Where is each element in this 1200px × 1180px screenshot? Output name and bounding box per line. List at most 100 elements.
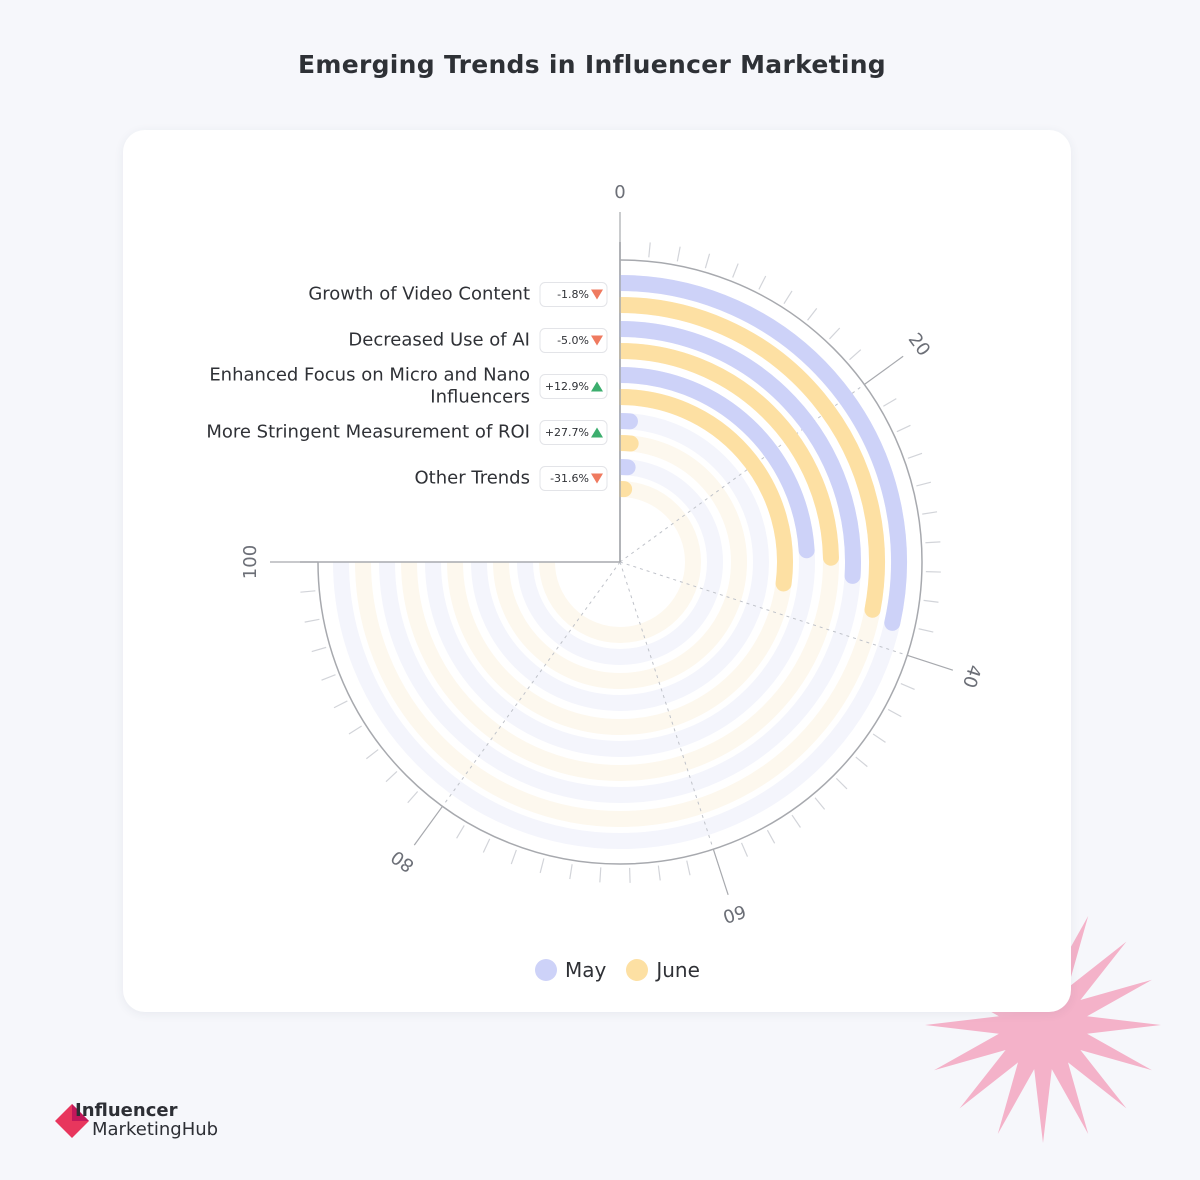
axis-tick-label-0: 0	[614, 182, 625, 203]
bar-start-mask	[608, 258, 619, 518]
minor-tick	[365, 749, 379, 760]
minor-tick	[766, 829, 776, 844]
change-badge-2: +12.9%	[539, 374, 608, 399]
outer-axis-arc	[317, 259, 923, 865]
gridline-20	[619, 385, 863, 563]
minor-tick	[855, 756, 868, 768]
change-badge-bg	[539, 282, 608, 307]
minor-tick	[896, 424, 911, 433]
major-tick-80	[413, 805, 443, 846]
chart-title: Emerging Trends in Influencer Marketing	[297, 50, 887, 79]
minor-tick	[758, 275, 767, 290]
legend-swatch-may	[535, 959, 557, 981]
axis-tick-label-100: 100	[240, 545, 261, 579]
category-label-4: Other Trends	[415, 468, 530, 489]
bar-june-2	[612, 389, 793, 592]
arrow-up-icon	[591, 381, 603, 392]
minor-tick	[791, 814, 801, 828]
minor-tick	[923, 599, 939, 603]
change-badge-text: +12.9%	[545, 380, 589, 393]
track-may-3	[471, 413, 769, 711]
category-label-3: More Stringent Measurement of ROI	[206, 422, 530, 443]
legend-item-june[interactable]: June	[626, 958, 700, 982]
minor-tick	[900, 682, 915, 691]
bar-may-0	[612, 275, 907, 631]
minor-tick	[887, 708, 902, 718]
legend-label-may: May	[565, 958, 607, 982]
logo-text-marketinghub: MarketingHub	[92, 1119, 219, 1140]
minor-tick	[385, 771, 398, 783]
minor-tick	[740, 842, 749, 857]
change-badge-text: -31.6%	[550, 472, 589, 485]
change-badge-bg	[539, 420, 608, 445]
minor-tick	[883, 398, 897, 407]
radial-bar-chart: 0 20 40 60 80 100 Growth of Video Content -1.8%…	[206, 182, 985, 927]
minor-tick	[676, 246, 681, 262]
influencer-marketinghub-logo: Influencer MarketingHub	[55, 1100, 235, 1144]
category-label-0: Growth of Video Content	[308, 284, 530, 305]
minor-tick	[510, 849, 517, 865]
gridline-40	[619, 561, 906, 656]
track-june-4	[539, 481, 701, 643]
minor-tick	[783, 290, 793, 304]
track-may-4	[517, 459, 723, 665]
change-badge-3: +27.7%	[539, 420, 608, 445]
category-label-2: Influencers	[430, 387, 530, 408]
minor-tick	[829, 327, 841, 340]
minor-tick	[918, 628, 934, 633]
minor-tick	[916, 481, 932, 487]
minor-tick	[686, 860, 691, 876]
major-tick-60	[712, 849, 729, 896]
major-tick-20	[863, 355, 904, 385]
change-badge-bg	[539, 328, 608, 353]
axis-tick-label-40: 40	[958, 662, 985, 690]
minor-tick	[333, 700, 348, 709]
axis-tick-label-60: 60	[720, 900, 748, 927]
minor-tick	[321, 674, 336, 681]
change-badge-text: -1.8%	[557, 288, 589, 301]
minor-tick	[304, 618, 320, 623]
minor-tick	[835, 777, 848, 790]
minor-tick	[300, 590, 316, 593]
minor-tick	[599, 867, 602, 883]
bar-may-2	[612, 367, 815, 559]
category-label-2: Enhanced Focus on Micro and Nano	[209, 365, 530, 386]
minor-tick	[569, 864, 573, 880]
major-tick-40	[907, 654, 954, 671]
bar-june-1	[612, 343, 839, 566]
change-badge-text: +27.7%	[545, 426, 589, 439]
minor-tick	[732, 263, 739, 278]
arrow-down-icon	[591, 335, 603, 346]
track-june-3	[493, 435, 747, 689]
arrow-up-icon	[591, 427, 603, 438]
axis-tick-label-20: 20	[904, 329, 934, 360]
axis-tick-label-80: 80	[387, 846, 418, 876]
minor-tick	[657, 865, 661, 881]
minor-tick	[539, 858, 545, 874]
category-label-1: Decreased Use of AI	[348, 330, 530, 351]
chart-legend: May June	[535, 958, 700, 982]
minor-tick	[482, 838, 491, 853]
change-badge-1: -5.0%	[539, 328, 608, 353]
legend-swatch-june	[626, 959, 649, 981]
minor-tick	[311, 646, 327, 653]
legend-item-may[interactable]: May	[535, 958, 606, 982]
arrow-down-icon	[591, 473, 603, 484]
change-badge-4: -31.6%	[539, 466, 608, 491]
logo-mark-icon	[55, 1104, 89, 1138]
gridline-80	[443, 561, 621, 805]
minor-tick	[814, 797, 826, 810]
minor-tick	[704, 253, 711, 269]
minor-tick	[456, 825, 465, 839]
minor-tick	[849, 349, 862, 361]
change-badge-text: -5.0%	[557, 334, 589, 347]
legend-label-june: June	[656, 958, 700, 982]
minor-tick	[807, 307, 818, 321]
minor-tick	[648, 242, 651, 258]
minor-tick	[925, 541, 941, 544]
minor-tick	[907, 452, 923, 459]
gridline-60	[619, 561, 714, 848]
minor-tick	[348, 725, 362, 735]
change-badge-bg	[539, 466, 608, 491]
logo-text-influencer: Influencer	[75, 1100, 178, 1121]
